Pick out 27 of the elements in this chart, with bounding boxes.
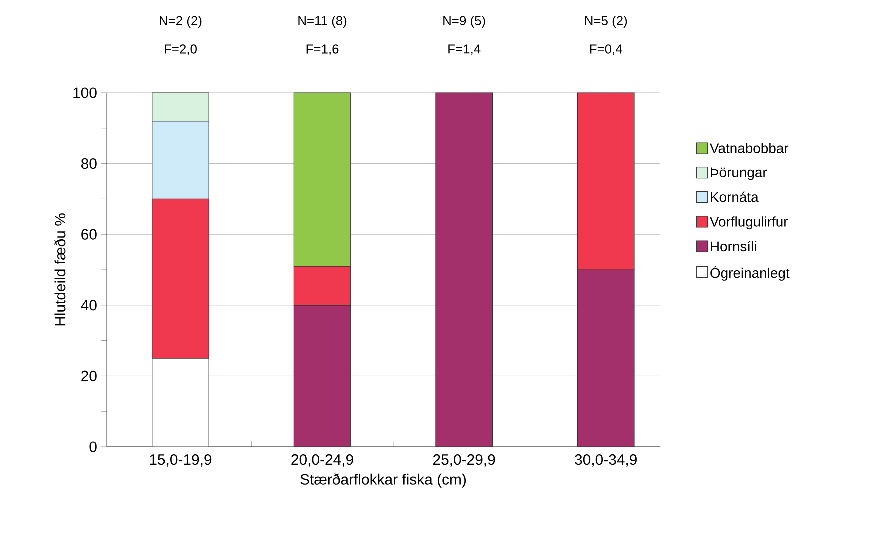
legend-label: Hornsíli [711,241,756,252]
legend-label: Ógreinanlegt [710,266,790,281]
y-tick-label: 0 [90,442,97,452]
x-tick-label: 20,0-24,9 [292,454,354,467]
legend-label: Kornáta [711,192,759,202]
text: F=0,4 [590,44,622,56]
y-tick-label: 60 [82,229,97,240]
text: F=1,4 [448,44,481,56]
y-tick-label: 100 [74,88,97,98]
x-tick-label: 15,0-19,9 [150,454,212,467]
legend-label: Þörungar [711,168,768,180]
legend-label: Vatnabobbar [710,143,789,154]
x-tick-label: 30,0-34,9 [575,454,637,467]
y-tick-label: 20 [82,370,97,382]
y-axis-title: Hlutdeild fæðu % [54,214,66,326]
bar [436,92,493,448]
text: F=1,6 [306,44,339,56]
legend-label: Vorflugulirfur [710,216,788,230]
x-tick-label: 25,0-29,9 [434,454,496,467]
y-tick-label: 40 [81,300,97,311]
text: F=2,0 [165,44,197,56]
y-tick-label: 80 [82,158,97,170]
text: N=2 (2) [160,16,202,28]
text: N=9 (5) [444,16,486,28]
x-axis-title: Stærðarflokkar fiska (cm) [300,474,466,488]
text: N=11 (8) [298,16,347,28]
text: N=5 (2) [585,16,628,28]
